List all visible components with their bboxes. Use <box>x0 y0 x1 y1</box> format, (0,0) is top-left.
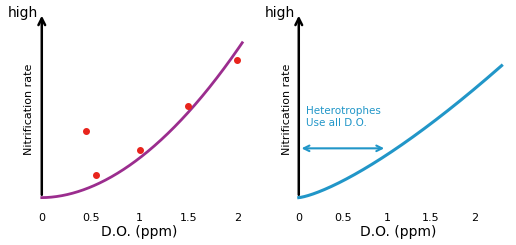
Text: Nitrification rate: Nitrification rate <box>24 64 34 155</box>
Text: high: high <box>265 6 295 20</box>
Text: Nitrification rate: Nitrification rate <box>282 64 292 155</box>
X-axis label: D.O. (ppm): D.O. (ppm) <box>360 225 436 239</box>
Text: high: high <box>8 6 38 20</box>
X-axis label: D.O. (ppm): D.O. (ppm) <box>101 225 178 239</box>
Text: Heterotrophes
Use all D.O.: Heterotrophes Use all D.O. <box>306 106 381 128</box>
